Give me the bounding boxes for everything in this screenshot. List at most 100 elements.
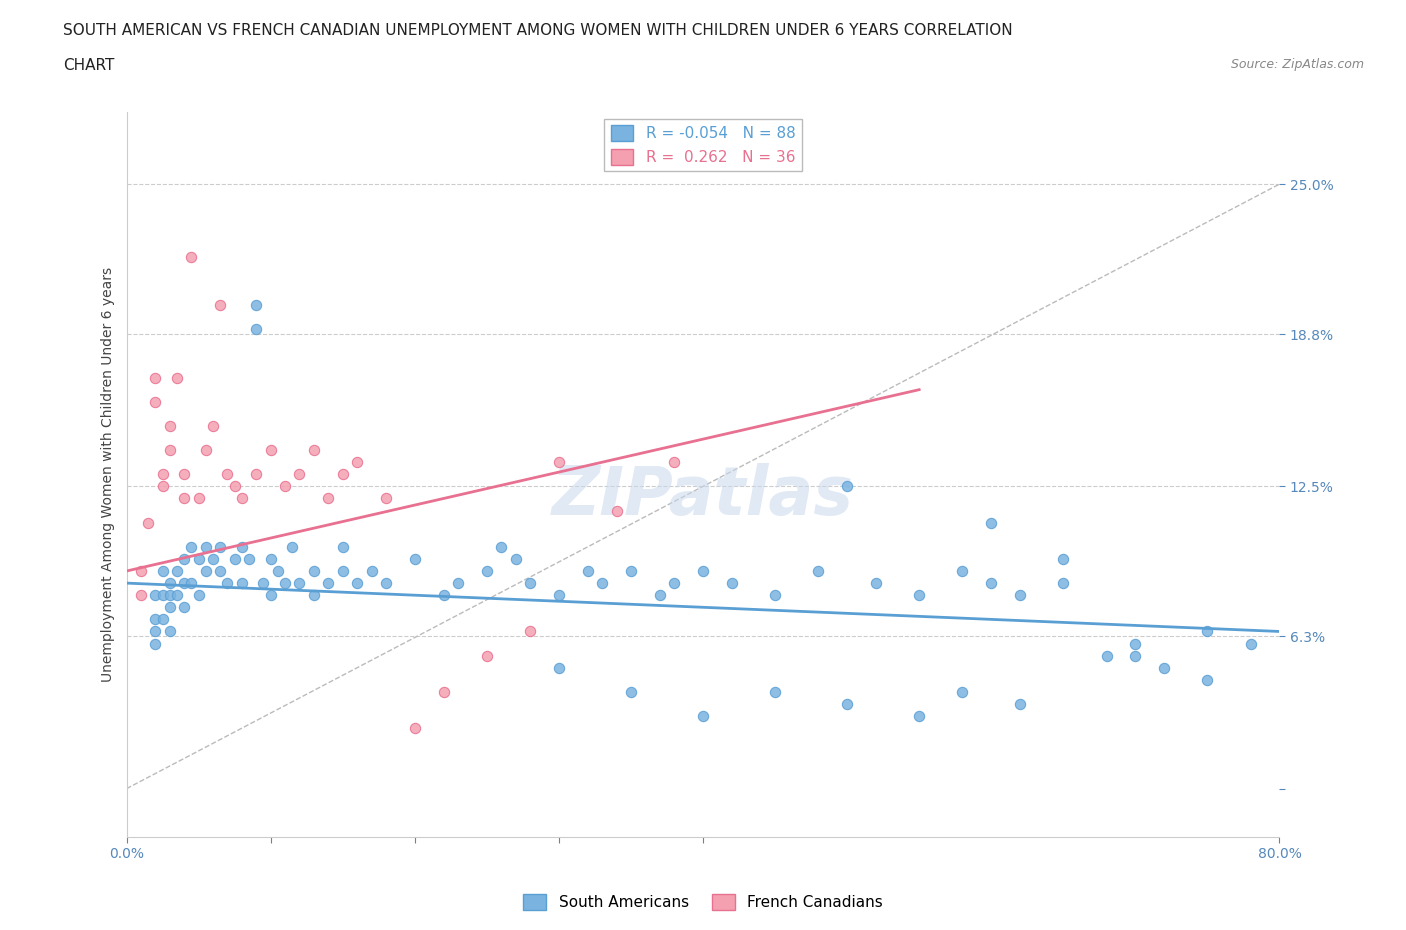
Point <box>720 576 742 591</box>
Point <box>245 322 267 337</box>
Point <box>1123 648 1146 663</box>
Point <box>605 503 627 518</box>
Point <box>318 491 340 506</box>
Point <box>519 624 541 639</box>
Point <box>664 576 686 591</box>
Point <box>217 576 239 591</box>
Point <box>664 455 686 470</box>
Point <box>136 515 159 530</box>
Point <box>908 709 931 724</box>
Point <box>1153 660 1175 675</box>
Point <box>180 576 202 591</box>
Point <box>318 576 340 591</box>
Point <box>950 684 973 699</box>
Point <box>591 576 613 591</box>
Point <box>129 588 152 603</box>
Point <box>404 551 426 566</box>
Point <box>159 443 181 458</box>
Point <box>159 588 181 603</box>
Point <box>166 370 188 385</box>
Point <box>152 588 174 603</box>
Point <box>217 467 239 482</box>
Point <box>194 539 217 554</box>
Point <box>166 588 188 603</box>
Point <box>187 588 209 603</box>
Text: ZIPatlas: ZIPatlas <box>553 463 853 529</box>
Point <box>576 564 599 578</box>
Point <box>259 588 281 603</box>
Point <box>187 491 209 506</box>
Point <box>267 564 290 578</box>
Point <box>475 564 498 578</box>
Point <box>620 684 643 699</box>
Point <box>245 298 267 312</box>
Point <box>433 588 456 603</box>
Point <box>173 467 195 482</box>
Point <box>274 479 297 494</box>
Text: CHART: CHART <box>63 58 115 73</box>
Point <box>980 576 1002 591</box>
Point <box>1095 648 1118 663</box>
Point <box>1052 576 1074 591</box>
Point <box>648 588 671 603</box>
Point <box>1008 697 1031 711</box>
Point <box>835 479 858 494</box>
Point <box>152 479 174 494</box>
Point <box>332 539 354 554</box>
Point <box>433 684 456 699</box>
Text: SOUTH AMERICAN VS FRENCH CANADIAN UNEMPLOYMENT AMONG WOMEN WITH CHILDREN UNDER 6: SOUTH AMERICAN VS FRENCH CANADIAN UNEMPL… <box>63 23 1012 38</box>
Y-axis label: Unemployment Among Women with Children Under 6 years: Unemployment Among Women with Children U… <box>101 267 115 682</box>
Point <box>224 479 246 494</box>
Point <box>166 564 188 578</box>
Point <box>145 588 166 603</box>
Point <box>346 455 368 470</box>
Point <box>374 576 398 591</box>
Point <box>692 564 714 578</box>
Point <box>231 491 253 506</box>
Point <box>908 588 931 603</box>
Point <box>519 576 541 591</box>
Point <box>173 491 195 506</box>
Point <box>404 721 426 736</box>
Point <box>209 298 232 312</box>
Point <box>548 455 571 470</box>
Point <box>231 539 253 554</box>
Point <box>1052 551 1074 566</box>
Point <box>980 515 1002 530</box>
Point <box>238 551 260 566</box>
Text: Source: ZipAtlas.com: Source: ZipAtlas.com <box>1230 58 1364 71</box>
Point <box>173 576 195 591</box>
Point <box>145 624 166 639</box>
Point <box>145 394 166 409</box>
Point <box>274 576 297 591</box>
Point <box>202 551 225 566</box>
Point <box>489 539 512 554</box>
Point <box>259 443 281 458</box>
Point <box>129 564 152 578</box>
Point <box>346 576 368 591</box>
Point <box>950 564 973 578</box>
Point <box>374 491 398 506</box>
Point <box>692 709 714 724</box>
Point <box>252 576 274 591</box>
Point <box>145 636 166 651</box>
Point <box>505 551 527 566</box>
Point <box>332 564 354 578</box>
Point <box>288 467 311 482</box>
Point <box>865 576 887 591</box>
Point <box>763 588 786 603</box>
Point <box>288 576 311 591</box>
Point <box>173 551 195 566</box>
Point <box>159 418 181 433</box>
Point <box>360 564 382 578</box>
Point <box>159 624 181 639</box>
Point <box>159 576 181 591</box>
Point <box>194 443 217 458</box>
Point <box>152 564 174 578</box>
Point <box>173 600 195 615</box>
Point <box>302 443 325 458</box>
Point <box>548 660 571 675</box>
Point <box>1008 588 1031 603</box>
Point <box>231 576 253 591</box>
Point <box>209 564 232 578</box>
